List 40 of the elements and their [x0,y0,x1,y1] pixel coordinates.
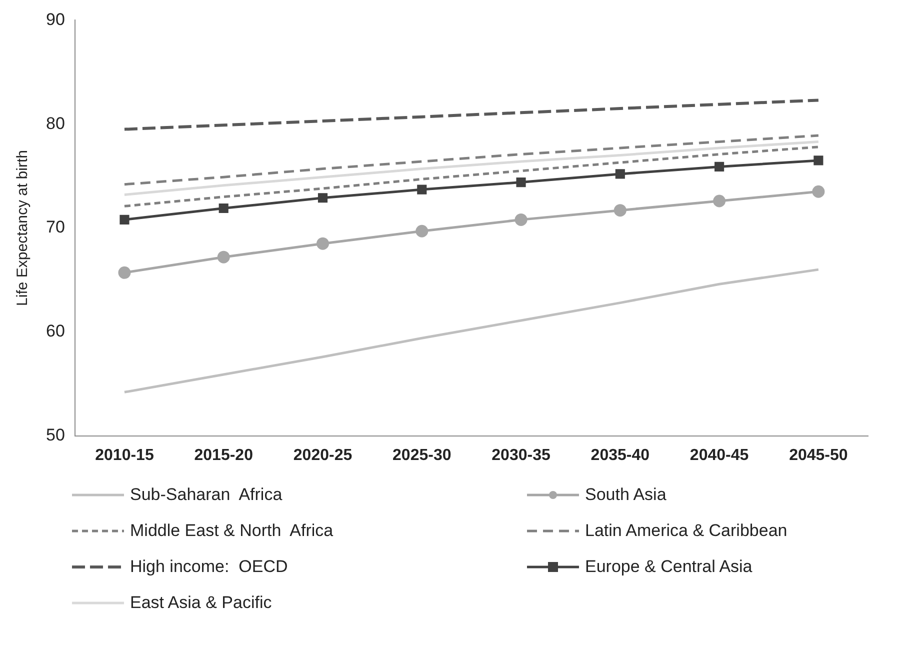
x-tick-label: 2045-50 [789,446,848,464]
point [514,213,528,226]
x-tick-label: 2010-15 [95,446,154,464]
point [218,203,228,214]
x-tick-label: 2030-35 [492,446,550,464]
y-axis-title: Life Expectancy at birth [14,150,32,306]
point [812,185,825,198]
point [714,162,724,172]
point [417,184,427,194]
legend-label: South Asia [585,485,666,505]
point [318,193,328,203]
point [814,156,824,166]
point [516,178,526,188]
point [416,224,428,238]
x-tick-label: 2025-30 [392,446,452,464]
y-tick-label: 60 [46,322,65,341]
legend-label: Europe & Central Asia [585,557,752,577]
y-tick-label: 50 [46,425,65,444]
legend-label: Sub-Saharan Africa [130,485,282,505]
line-series [123,134,820,186]
legend-label: High income: OECD [130,557,288,577]
point [615,169,625,179]
line-series [123,146,820,208]
legend-label: Middle East & North Africa [130,521,334,541]
y-tick-label: 80 [46,114,65,133]
point [316,237,329,250]
x-tick-label: 2015-20 [194,446,254,464]
point [217,250,230,264]
line-series [122,98,820,131]
x-tick-label: 2035-40 [590,446,650,464]
y-tick-label: 90 [46,10,65,29]
point [120,214,130,224]
point [118,266,131,279]
x-tick-label: 2020-25 [293,446,352,464]
point [713,194,726,208]
x-tick-label: 2040-45 [690,446,749,464]
point [614,204,626,217]
legend-label: East Asia & Pacific [130,593,272,613]
legend-label: Latin America & Caribbean [585,521,788,541]
y-tick-label: 70 [46,218,65,237]
